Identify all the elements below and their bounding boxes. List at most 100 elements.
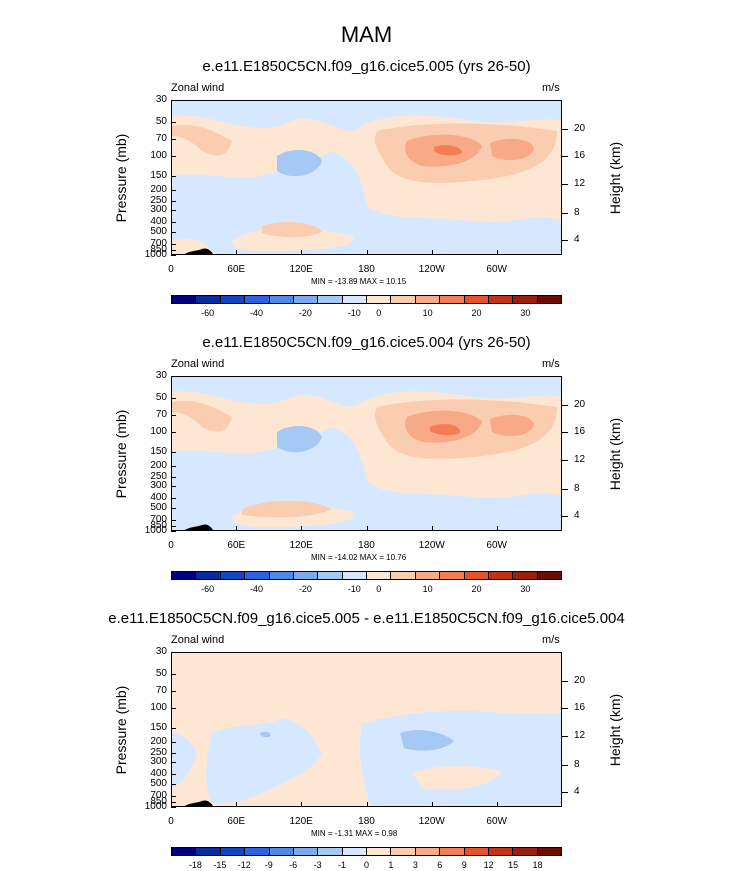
colorbar-label: -9 xyxy=(264,860,273,870)
colorbar-swatch xyxy=(172,848,197,855)
y-tick-label: 150 xyxy=(150,445,167,457)
y-tick-label: 500 xyxy=(150,225,167,237)
y2-axis-title: Height (km) xyxy=(607,417,623,490)
y-tick xyxy=(171,397,176,399)
y-axis-title: Pressure (mb) xyxy=(113,409,129,498)
contour-region-5 xyxy=(412,766,502,790)
y-axis-title: Pressure (mb) xyxy=(113,133,129,222)
colorbar-label: -12 xyxy=(237,860,251,870)
x-tick-label: 180 xyxy=(358,264,375,275)
y-tick-label: 850 xyxy=(150,520,167,532)
y2-tick-label: 12 xyxy=(574,177,586,189)
contour-plot xyxy=(171,376,562,531)
x-tick-label: 0 xyxy=(168,816,174,827)
y-tick-label: 200 xyxy=(150,183,167,195)
y-tick xyxy=(171,255,176,256)
y-tick xyxy=(171,783,176,785)
units-label: m/s xyxy=(542,634,560,646)
y2-tick-label: 4 xyxy=(574,785,580,797)
colorbar-swatch xyxy=(318,296,343,303)
y-tick-label: 850 xyxy=(150,244,167,256)
x-tick xyxy=(301,802,303,807)
x-tick xyxy=(236,250,238,255)
y-tick xyxy=(171,121,176,123)
colorbar-swatch xyxy=(269,296,294,303)
colorbar-swatch xyxy=(440,848,465,855)
variable-label: Zonal wind xyxy=(171,634,225,646)
colorbar-swatch xyxy=(440,296,465,303)
colorbar-swatch xyxy=(391,296,416,303)
colorbar-label: -10 xyxy=(347,584,361,594)
x-tick xyxy=(366,526,368,531)
y2-tick-label: 20 xyxy=(574,399,586,411)
y2-tick-label: 12 xyxy=(574,729,586,741)
colorbar-label: -1 xyxy=(338,860,347,870)
y-tick-label: 300 xyxy=(150,204,167,216)
y-tick xyxy=(171,498,176,500)
y2-tick xyxy=(562,489,568,491)
y-tick-label: 1000 xyxy=(144,249,167,260)
y2-tick-label: 8 xyxy=(574,483,580,495)
y-tick xyxy=(171,707,176,709)
y-tick xyxy=(171,796,176,798)
y-tick-label: 100 xyxy=(150,149,167,161)
x-tick xyxy=(496,526,498,531)
panel-title: e.e11.E1850C5CN.f09_g16.cice5.005 (yrs 2… xyxy=(202,58,531,75)
y2-tick-label: 20 xyxy=(574,123,586,135)
x-tick-label: 120W xyxy=(418,816,445,827)
y-tick-label: 1000 xyxy=(144,525,167,536)
y-tick-label: 400 xyxy=(150,216,167,228)
y-tick-label: 200 xyxy=(150,735,167,747)
x-tick xyxy=(236,802,238,807)
terrain-mask xyxy=(184,524,213,530)
x-tick-label: 120W xyxy=(418,540,445,551)
x-tick-label: 60E xyxy=(227,264,246,275)
y-tick-label: 100 xyxy=(150,425,167,437)
y-tick xyxy=(171,376,176,377)
contour-region-5 xyxy=(490,414,534,437)
colorbar-swatch xyxy=(513,572,538,579)
y-tick-label: 150 xyxy=(150,721,167,733)
colorbar-swatch xyxy=(391,572,416,579)
y-tick-label: 70 xyxy=(155,132,167,144)
contour-region-6 xyxy=(490,138,534,161)
y-tick-label: 400 xyxy=(150,768,167,780)
y-tick xyxy=(171,652,176,653)
y-tick xyxy=(171,774,176,776)
y-tick xyxy=(171,752,176,754)
x-tick-label: 120W xyxy=(418,264,445,275)
contour-region-1 xyxy=(360,711,561,806)
y2-tick xyxy=(562,515,568,517)
colorbar-swatch xyxy=(488,848,514,855)
y2-tick-label: 16 xyxy=(574,425,586,437)
variable-label: Zonal wind xyxy=(171,82,225,94)
x-tick-label: 120E xyxy=(289,540,313,551)
y2-tick xyxy=(562,129,568,131)
colorbar-label: 30 xyxy=(520,308,531,318)
y-tick xyxy=(171,414,176,416)
colorbar-swatch xyxy=(391,848,416,855)
y-axis-title: Pressure (mb) xyxy=(113,685,129,774)
y-tick-label: 50 xyxy=(155,667,167,679)
y-tick xyxy=(171,155,176,157)
y2-axis-title: Height (km) xyxy=(607,693,623,766)
y-tick xyxy=(171,210,176,212)
y-tick-label: 700 xyxy=(150,238,167,250)
colorbar-label: 10 xyxy=(422,308,433,318)
y-tick-label: 30 xyxy=(155,94,167,105)
x-tick-label: 180 xyxy=(358,540,375,551)
contour-region-7 xyxy=(434,145,462,156)
contour-region-9 xyxy=(262,221,322,238)
colorbar-label: 9 xyxy=(461,860,467,870)
y-tick-label: 500 xyxy=(150,501,167,513)
x-tick xyxy=(431,802,433,807)
colorbar-swatch xyxy=(440,572,465,579)
y2-tick xyxy=(562,239,568,241)
colorbar-swatch xyxy=(172,572,197,579)
colorbar-label: -10 xyxy=(347,308,361,318)
colorbar-swatch xyxy=(245,296,270,303)
colorbar-label: 0 xyxy=(376,308,382,318)
colorbar-swatch xyxy=(464,296,489,303)
colorbar-label: -3 xyxy=(313,860,322,870)
x-tick xyxy=(171,526,172,531)
